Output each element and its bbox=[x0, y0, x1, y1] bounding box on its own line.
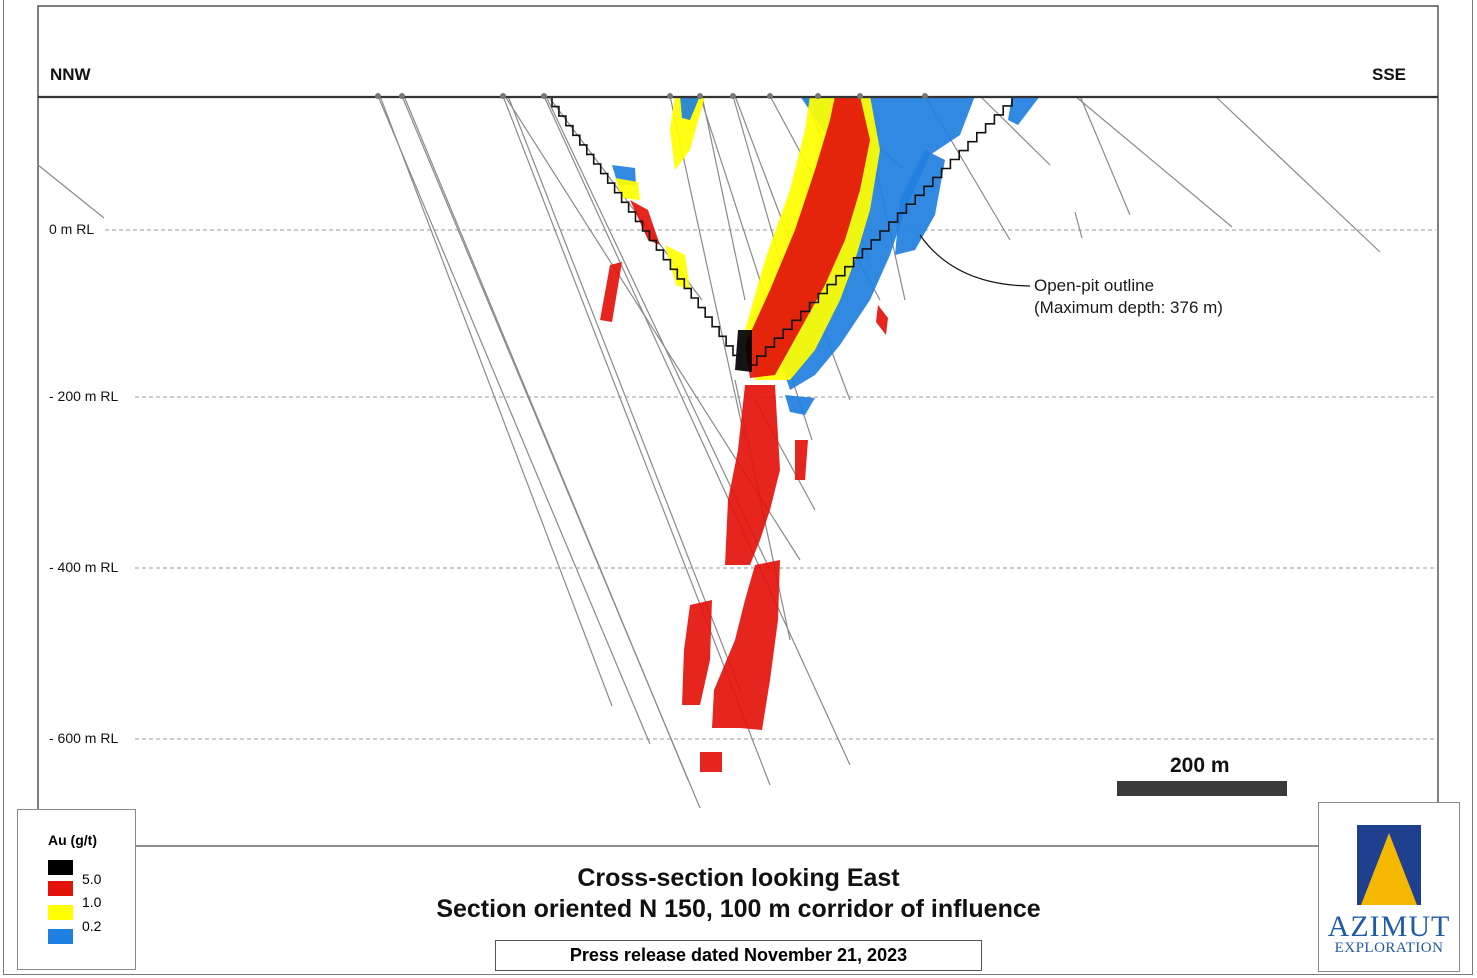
logo-triangle-icon bbox=[1357, 825, 1421, 905]
ore-block bbox=[670, 96, 705, 170]
drill-collar bbox=[399, 93, 405, 99]
ore-block bbox=[876, 305, 888, 335]
ore-block bbox=[630, 200, 660, 245]
ore-block bbox=[600, 262, 622, 322]
elevation-gridlines bbox=[105, 229, 1436, 740]
ore-block bbox=[745, 96, 870, 378]
elevation-label-minus600: - 600 m RL bbox=[49, 730, 122, 746]
ore-block bbox=[785, 395, 815, 415]
press-release-date: Press release dated November 21, 2023 bbox=[495, 940, 982, 971]
drill-collar bbox=[500, 93, 506, 99]
drill-traces bbox=[37, 95, 1381, 809]
orientation-sse: SSE bbox=[1372, 65, 1407, 84]
drill-trace bbox=[379, 95, 613, 707]
ore-block bbox=[712, 560, 780, 730]
scale-bar bbox=[1117, 781, 1287, 796]
figure-title-line2: Section oriented N 150, 100 m corridor o… bbox=[436, 895, 1041, 923]
drill-collar bbox=[541, 93, 547, 99]
drill-collar bbox=[730, 93, 736, 99]
ore-block bbox=[725, 385, 780, 565]
drill-trace bbox=[403, 95, 689, 781]
legend-swatch-red bbox=[48, 881, 73, 896]
ore-block bbox=[680, 96, 700, 120]
ore-block bbox=[895, 150, 945, 255]
ore-block bbox=[700, 752, 722, 772]
ore-block bbox=[682, 600, 712, 705]
ore-block bbox=[795, 440, 808, 480]
figure-title: Cross-section looking East Section orien… bbox=[0, 863, 1477, 925]
scale-bar-label: 200 m bbox=[1170, 754, 1230, 777]
drill-trace bbox=[507, 95, 741, 691]
drill-collar bbox=[922, 93, 928, 99]
drill-collar bbox=[697, 93, 703, 99]
pit-callout: Open-pit outline (Maximum depth: 376 m) bbox=[1034, 275, 1223, 319]
drill-collar bbox=[815, 93, 821, 99]
open-pit-outline bbox=[545, 96, 1013, 366]
drill-trace bbox=[543, 95, 851, 766]
elevation-label-minus200: - 200 m RL bbox=[49, 388, 122, 404]
legend-swatch-black bbox=[48, 860, 73, 875]
ore-block bbox=[1008, 96, 1040, 125]
drill-collar bbox=[667, 93, 673, 99]
drill-trace bbox=[37, 164, 105, 219]
drill-collar bbox=[767, 93, 773, 99]
mineralized-blocks bbox=[600, 96, 1040, 772]
drill-collar bbox=[375, 93, 381, 99]
drill-trace bbox=[1214, 95, 1381, 253]
drill-trace bbox=[1074, 95, 1233, 228]
callout-leader bbox=[919, 234, 1031, 287]
orientation-nnw: NNW bbox=[50, 65, 91, 84]
logo-subtitle: EXPLORATION bbox=[1334, 940, 1444, 956]
legend-label-02: 0.2 bbox=[82, 918, 102, 934]
elevation-label-0: 0 m RL bbox=[49, 221, 98, 237]
pit-callout-depth: (Maximum depth: 376 m) bbox=[1034, 298, 1223, 317]
drill-trace bbox=[701, 95, 746, 301]
legend-label-1: 1.0 bbox=[82, 894, 102, 910]
azimut-logo: AZIMUT EXPLORATION bbox=[1318, 802, 1460, 972]
ore-block bbox=[665, 245, 690, 290]
legend-swatch-blue bbox=[48, 929, 73, 944]
map-frame bbox=[3, 0, 1473, 975]
drill-collar bbox=[857, 93, 863, 99]
grade-legend: Au (g/t) 5.0 1.0 0.2 bbox=[17, 809, 136, 970]
legend-swatch-yellow bbox=[48, 905, 73, 920]
elevation-label-minus400: - 400 m RL bbox=[49, 559, 122, 575]
figure-title-line1: Cross-section looking East bbox=[577, 864, 900, 892]
drill-trace bbox=[979, 95, 1051, 166]
legend-label-5: 5.0 bbox=[82, 871, 102, 887]
drill-trace bbox=[1074, 211, 1083, 239]
drill-trace bbox=[377, 95, 651, 745]
logo-wordmark: AZIMUT bbox=[1327, 910, 1451, 943]
drill-trace bbox=[1079, 95, 1131, 216]
drill-collars bbox=[375, 93, 928, 99]
legend-title: Au (g/t) bbox=[48, 832, 97, 848]
pit-callout-title: Open-pit outline bbox=[1034, 276, 1155, 295]
